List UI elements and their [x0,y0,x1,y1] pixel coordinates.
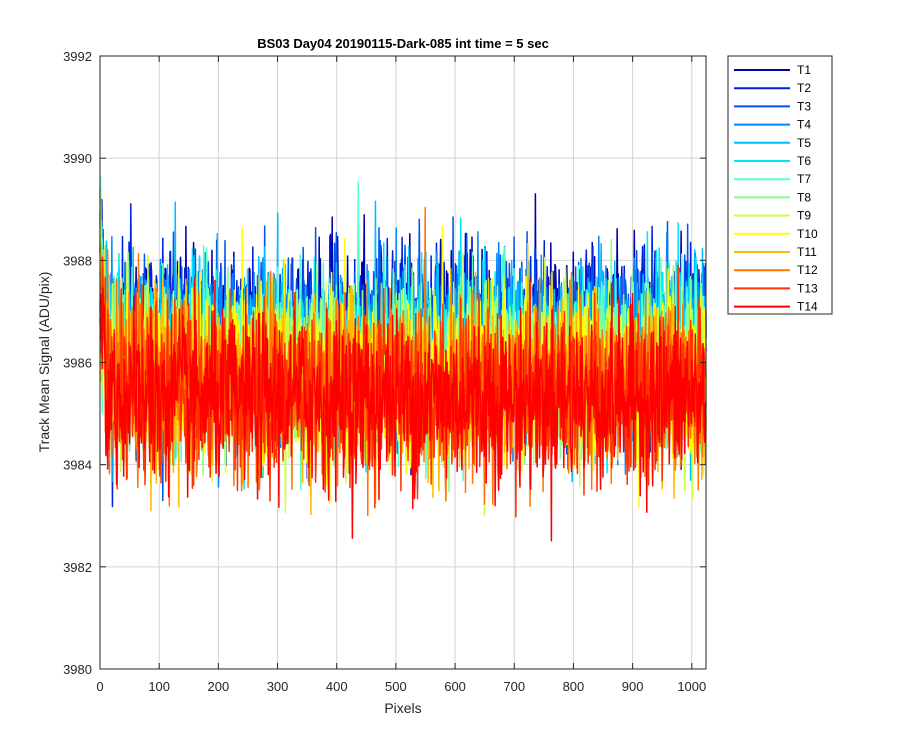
legend-label-t9: T9 [797,209,811,223]
x-tick-label: 600 [444,679,466,694]
y-tick-label: 3988 [63,253,92,268]
x-tick-label: 200 [208,679,230,694]
x-tick-label: 500 [385,679,407,694]
legend-label-t12: T12 [797,263,818,277]
legend-label-t3: T3 [797,99,811,113]
y-tick-label: 3980 [63,662,92,677]
y-tick-label: 3992 [63,49,92,64]
legend-label-t1: T1 [797,63,811,77]
series-line-t14 [99,277,707,542]
legend-label-t8: T8 [797,190,811,204]
y-tick-label: 3990 [63,151,92,166]
legend-label-t7: T7 [797,172,811,186]
axis-ticks: 0 100 200 300 400 500 600 700 800 900 1000 3980 3982… [63,49,706,694]
legend: T1 T2 T3 T4 T5 T6 T7 T8 T9 T10 T11 T12 T13 T14 [727,55,833,315]
chart-title: BS03 Day04 20190115-Dark-085 int time = … [257,36,549,51]
x-tick-label: 300 [267,679,289,694]
x-tick-label: 0 [96,679,103,694]
x-tick-label: 400 [326,679,348,694]
legend-label-t4: T4 [797,118,811,132]
x-axis-label: Pixels [384,700,421,716]
series-layer [99,176,707,542]
y-axis-label: Track Mean Signal (ADU/pix) [36,272,52,453]
legend-label-t10: T10 [797,227,818,241]
legend-label-t14: T14 [797,300,818,314]
x-tick-label: 100 [148,679,170,694]
x-tick-label: 900 [622,679,644,694]
legend-label-t11: T11 [797,245,817,259]
legend-label-t6: T6 [797,154,811,168]
x-tick-label: 800 [563,679,585,694]
legend-label-t5: T5 [797,136,811,150]
legend-label-t2: T2 [797,81,811,95]
y-tick-label: 3984 [63,458,92,473]
x-tick-label: 700 [503,679,525,694]
y-tick-label: 3986 [63,356,92,371]
legend-label-t13: T13 [797,281,818,295]
y-tick-label: 3982 [63,560,92,575]
x-tick-label: 1000 [677,679,706,694]
